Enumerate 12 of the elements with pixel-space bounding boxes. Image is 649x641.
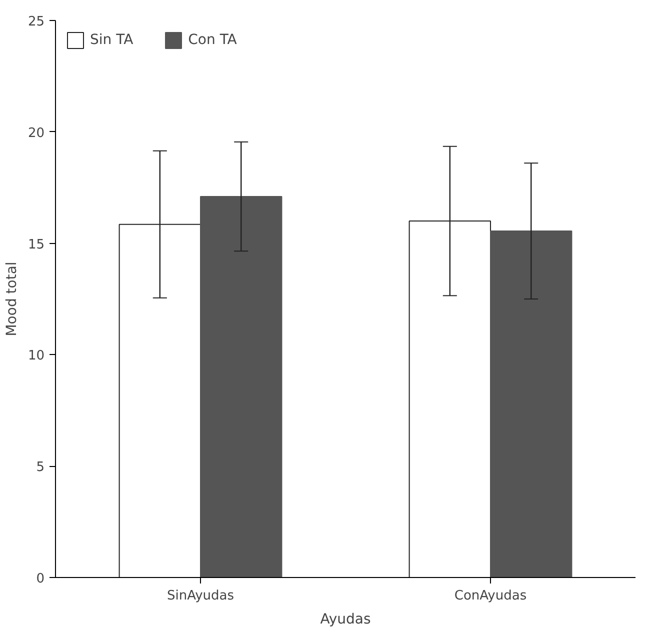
y-tick-label: 10 (28, 348, 45, 364)
x-tick-label: SinAyudas (166, 588, 234, 604)
y-tick-label: 15 (28, 237, 45, 252)
legend-label: Sin TA (90, 32, 134, 48)
y-axis-title: Mood total (4, 262, 20, 336)
y-tick-label: 0 (36, 572, 45, 586)
y-tick-label: 20 (28, 126, 45, 141)
x-tick-label: ConAyudas (454, 588, 527, 604)
legend-label: Con TA (188, 32, 237, 48)
y-tick-label: 25 (28, 14, 45, 30)
y-tick-label: 5 (36, 460, 45, 476)
x-axis-title: Ayudas (320, 612, 371, 628)
